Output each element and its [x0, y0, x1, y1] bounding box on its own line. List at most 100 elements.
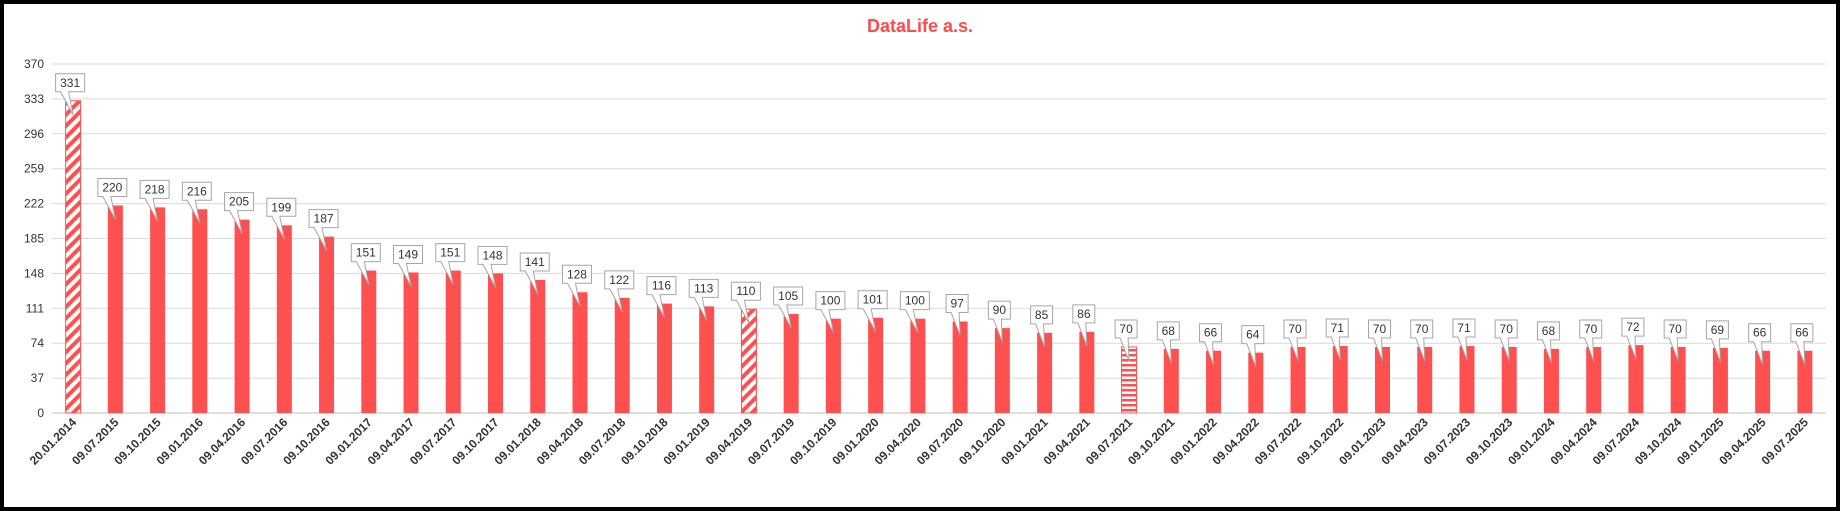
bar — [1248, 352, 1264, 413]
data-label: 128 — [561, 264, 592, 307]
data-label: 110 — [730, 281, 761, 324]
y-tick-label: 111 — [26, 301, 45, 315]
data-label: 216 — [181, 181, 212, 224]
data-label: 70 — [1368, 319, 1391, 362]
data-label: 149 — [393, 244, 424, 287]
bar — [1417, 346, 1433, 413]
bar — [952, 321, 968, 413]
bar — [319, 236, 335, 413]
data-label-text: 90 — [993, 303, 1007, 317]
data-label-text: 151 — [356, 246, 376, 260]
x-axis: 20.01.201409.07.201509.10.201509.01.2016… — [27, 415, 1811, 468]
data-label: 70 — [1663, 319, 1687, 362]
data-label: 116 — [646, 276, 677, 318]
data-label: 71 — [1325, 318, 1349, 361]
bar — [740, 308, 757, 414]
bar — [1332, 346, 1348, 413]
data-label: 331 — [55, 73, 86, 116]
data-label: 66 — [1199, 323, 1223, 365]
bar — [1290, 346, 1306, 413]
data-label: 141 — [519, 252, 550, 295]
bar — [614, 297, 630, 413]
data-label-text: 216 — [187, 184, 207, 198]
bar — [994, 328, 1010, 413]
bar — [825, 318, 841, 413]
data-label: 70 — [1410, 319, 1434, 362]
bar — [488, 273, 503, 413]
data-label: 113 — [688, 278, 719, 321]
bar — [276, 225, 292, 413]
data-label-text: 86 — [1077, 307, 1091, 321]
data-label-text: 70 — [1119, 322, 1133, 336]
data-label: 66 — [1748, 323, 1772, 365]
bar — [1797, 350, 1813, 413]
data-label-text: 70 — [1584, 322, 1598, 336]
data-label-text: 100 — [905, 294, 925, 308]
bar — [192, 209, 208, 413]
bar — [1501, 346, 1517, 413]
chart-frame: DataLife a.s. 0 37 74 111 148 185 222 259 296 333… — [4, 4, 1836, 507]
data-label-text: 97 — [950, 297, 964, 311]
data-label: 64 — [1241, 325, 1265, 367]
bar-chart: DataLife a.s. 0 37 74 111 148 185 222 259 296 333… — [24, 16, 1826, 468]
data-label: 199 — [266, 197, 297, 240]
bar — [361, 270, 377, 413]
data-label-text: 68 — [1542, 324, 1556, 338]
data-label: 100 — [899, 291, 930, 333]
data-label-text: 141 — [525, 255, 545, 269]
data-label-text: 66 — [1795, 326, 1809, 340]
data-label-text: 105 — [778, 289, 798, 303]
bar — [1163, 348, 1179, 413]
data-label: 86 — [1072, 304, 1096, 347]
data-label-text: 66 — [1753, 326, 1767, 340]
bar — [1586, 346, 1602, 413]
data-label: 85 — [1030, 305, 1054, 348]
data-label: 187 — [308, 209, 339, 251]
bar — [868, 317, 884, 413]
data-label-text: 70 — [1415, 322, 1429, 336]
bar — [699, 306, 715, 413]
data-label-text: 70 — [1288, 322, 1302, 336]
data-labels: 331 220 218 216 205 199 187 151 149 151 148 141 128 1… — [55, 73, 1814, 367]
bar — [1670, 346, 1686, 413]
bar — [910, 318, 926, 413]
data-label-text: 220 — [102, 180, 122, 194]
data-label-text: 101 — [863, 293, 883, 307]
data-label-text: 199 — [271, 200, 291, 214]
data-label: 101 — [857, 290, 888, 332]
data-label: 68 — [1536, 321, 1560, 364]
data-label-text: 205 — [229, 195, 249, 209]
bar — [1459, 346, 1475, 413]
bar — [530, 280, 546, 413]
data-label: 122 — [604, 270, 635, 313]
y-tick-label: 37 — [31, 371, 45, 385]
data-label: 69 — [1705, 320, 1729, 363]
y-axis: 0 37 74 111 148 185 222 259 296 333 370 — [24, 57, 44, 420]
y-tick-label: 370 — [24, 57, 44, 71]
bar — [107, 205, 123, 413]
data-label-text: 72 — [1626, 320, 1640, 334]
data-label-text: 71 — [1331, 321, 1345, 335]
data-label: 66 — [1790, 323, 1814, 365]
data-label-text: 151 — [440, 246, 460, 260]
data-label-text: 69 — [1711, 323, 1725, 337]
bar — [403, 272, 419, 413]
y-tick-label: 148 — [24, 266, 44, 280]
gridlines — [52, 63, 1826, 414]
data-label-text: 66 — [1204, 326, 1218, 340]
bar — [1206, 350, 1222, 413]
data-label-text: 218 — [145, 182, 165, 196]
y-tick-label: 0 — [37, 406, 44, 420]
data-label: 70 — [1283, 319, 1307, 362]
bar — [1543, 348, 1559, 413]
data-label: 100 — [815, 291, 846, 333]
data-label: 148 — [477, 245, 508, 288]
y-tick-label: 222 — [24, 197, 44, 211]
data-label-text: 68 — [1162, 324, 1176, 338]
bars — [65, 100, 1813, 414]
bar — [150, 207, 166, 413]
chart-title: DataLife a.s. — [867, 16, 973, 36]
data-label-text: 85 — [1035, 308, 1049, 322]
data-label-text: 71 — [1457, 321, 1471, 335]
data-label-text: 70 — [1668, 322, 1682, 336]
